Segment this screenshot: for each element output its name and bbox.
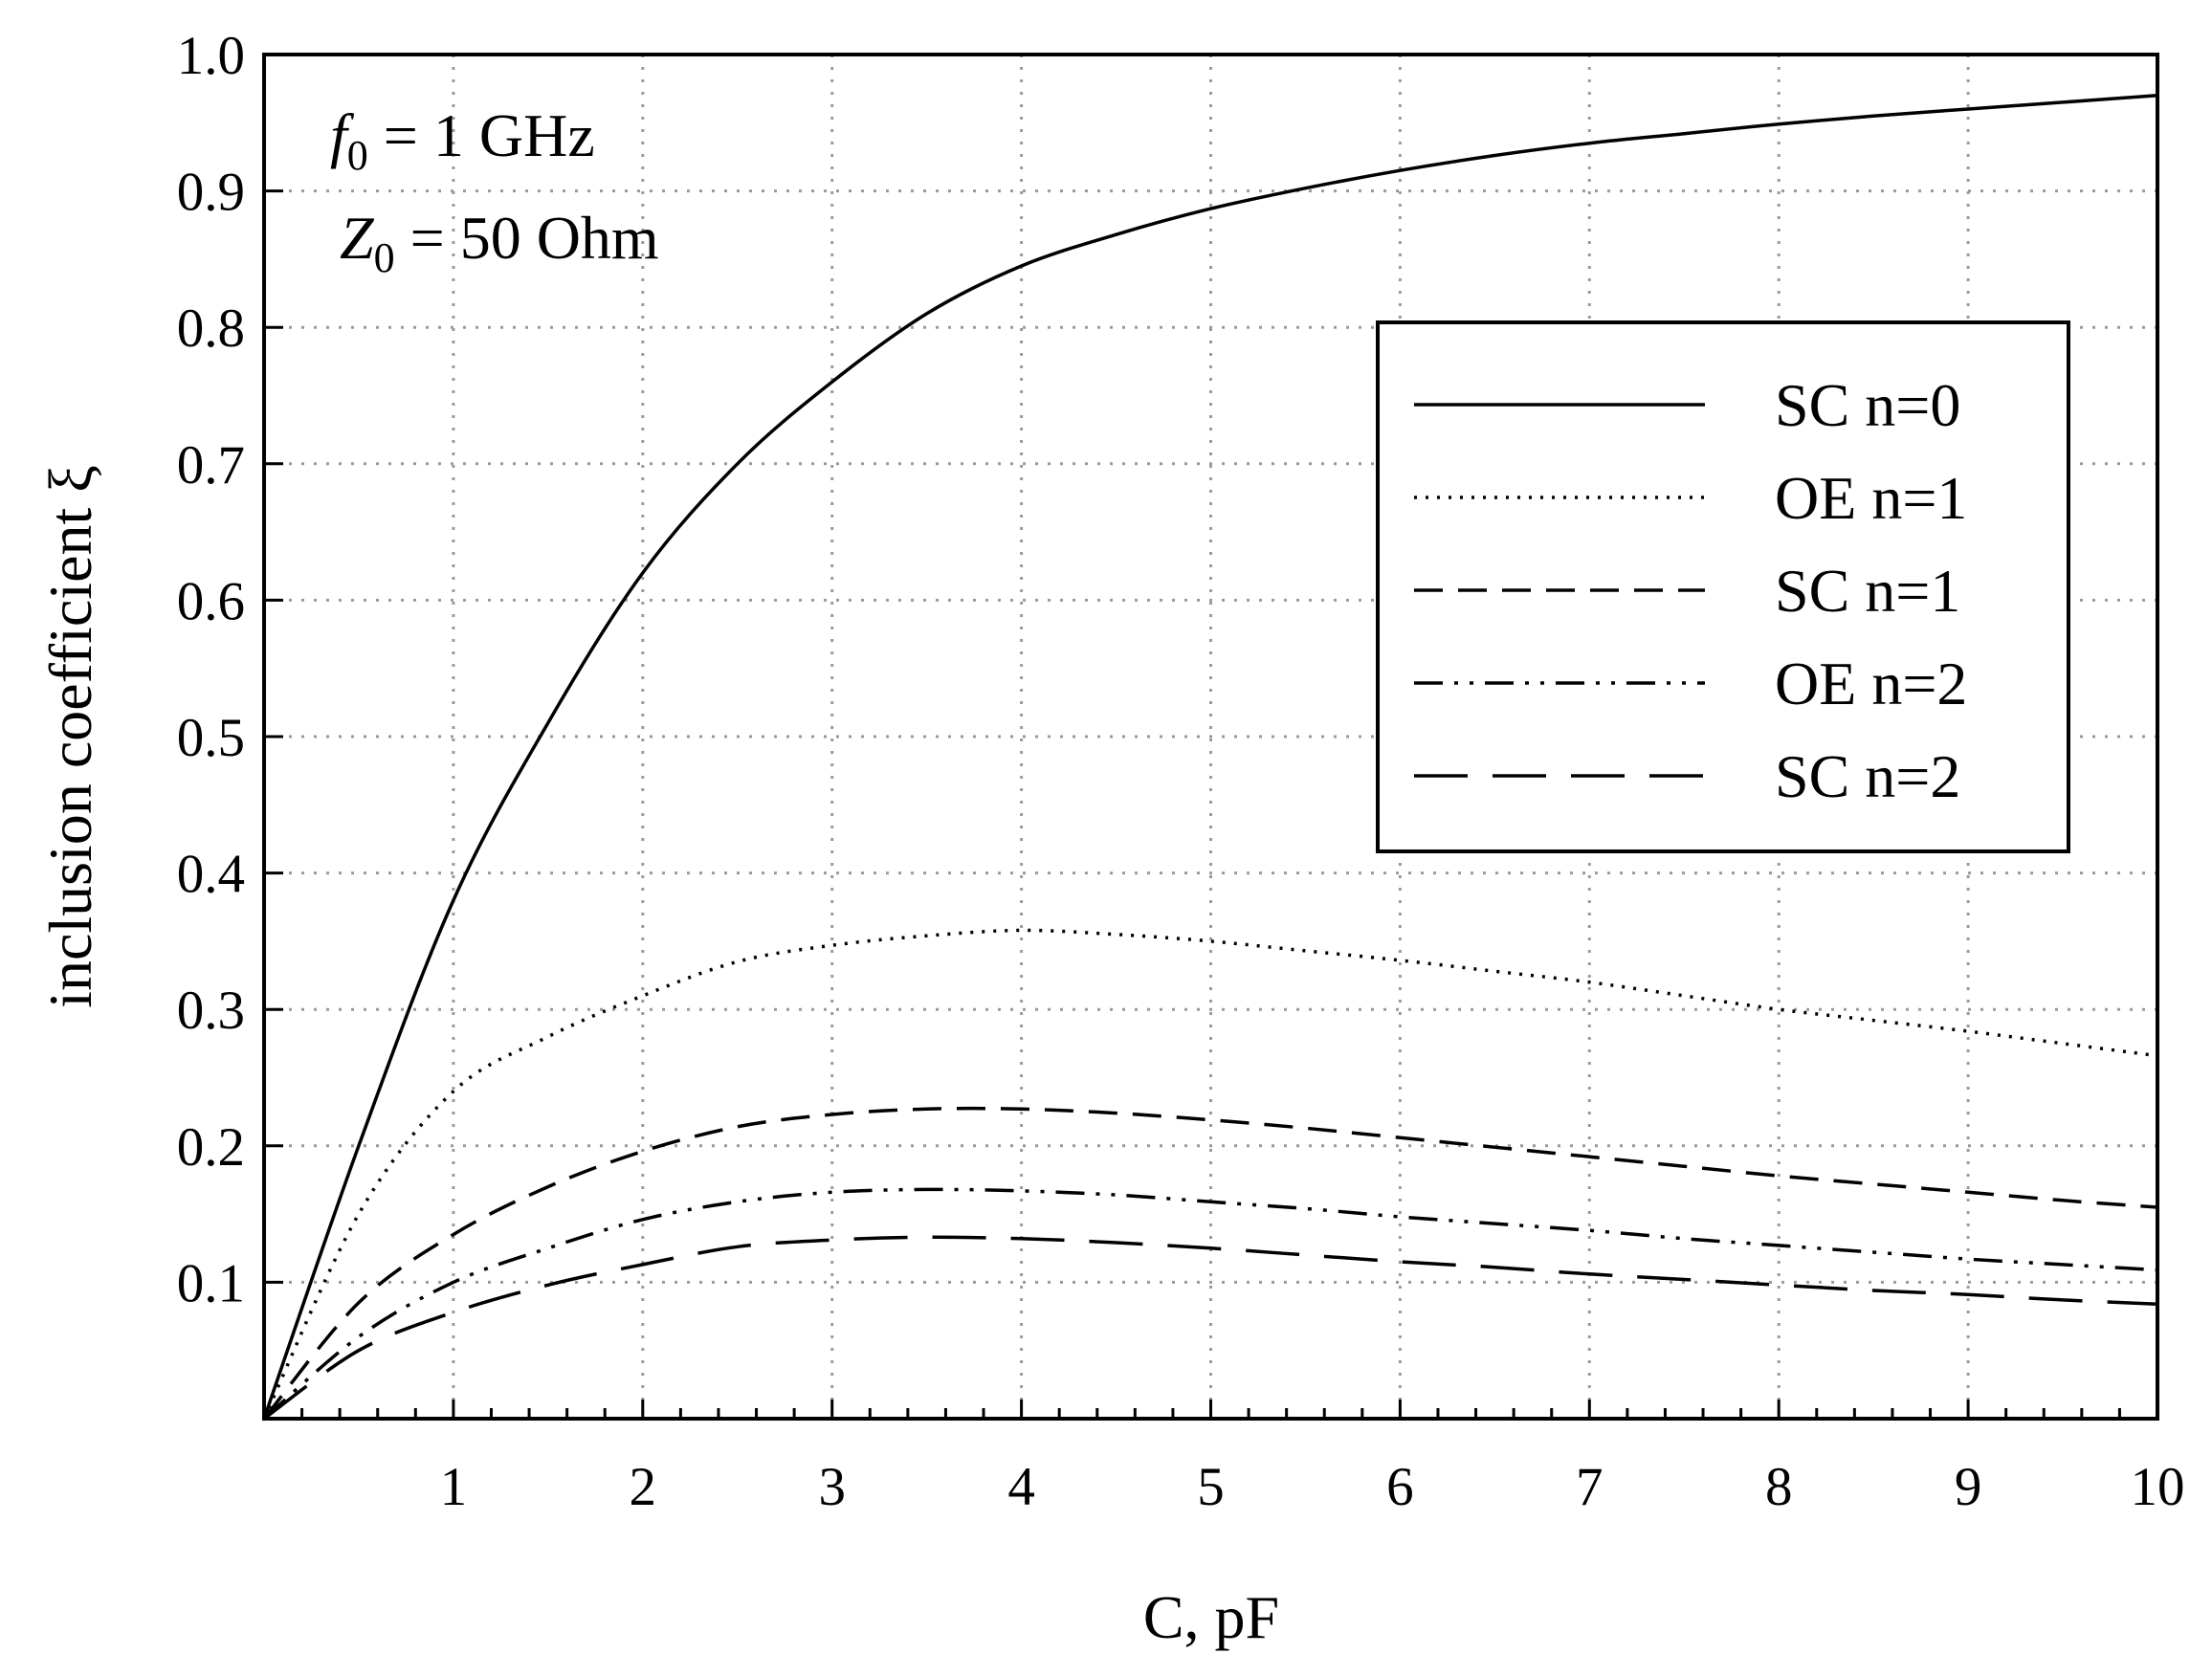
x-tick-label: 2 <box>630 1457 657 1517</box>
impedance-subscript: 0 <box>374 234 395 281</box>
x-tick-label: 5 <box>1197 1457 1225 1517</box>
legend-label-oe-n2: OE n=2 <box>1775 650 1967 717</box>
x-tick-label: 9 <box>1955 1457 1982 1517</box>
axis-ticks <box>264 53 2159 1419</box>
impedance-symbol: Z <box>340 204 375 272</box>
y-tick-label: 0.4 <box>177 845 245 905</box>
plot-series <box>262 94 2158 1421</box>
series-line-oe-n-2 <box>262 1187 2158 1421</box>
y-tick-label: 0.8 <box>177 298 245 359</box>
x-tick-label: 3 <box>818 1457 846 1517</box>
y-tick-label: 0.7 <box>177 435 245 496</box>
y-tick-label: 0.5 <box>177 708 245 768</box>
series-line-sc-n-0 <box>262 94 2158 1420</box>
x-tick-label: 7 <box>1576 1457 1604 1517</box>
legend: SC n=0 OE n=1 SC n=1 OE n=2 SC n=2 <box>1376 320 2070 853</box>
legend-box <box>1376 320 2070 853</box>
y-tick-label: 1.0 <box>177 26 245 86</box>
frequency-annotation: f0 = 1 GHz <box>330 101 595 179</box>
legend-label-sc-n2: SC n=2 <box>1775 742 1960 810</box>
y-tick-label: 0.3 <box>177 981 245 1041</box>
series-line-sc-n-1 <box>262 1106 2158 1421</box>
x-tick-label: 4 <box>1007 1457 1035 1517</box>
frequency-value: = 1 GHz <box>368 101 595 169</box>
y-tick-label: 0.9 <box>177 163 245 223</box>
impedance-value: = 50 Ohm <box>395 204 659 272</box>
tick-labels: 1 2 3 4 5 6 7 8 9 10 0.1 0.2 0.3 0.4 0.5 0.6 0.7 0.8 0.9 1.… <box>177 26 2185 1517</box>
frequency-subscript: 0 <box>347 132 368 179</box>
x-tick-label: 10 <box>2131 1457 2185 1517</box>
y-tick-label: 0.2 <box>177 1117 245 1178</box>
y-tick-label: 0.6 <box>177 571 245 631</box>
x-tick-label: 1 <box>440 1457 468 1517</box>
y-axis-title: inclusion coefficient ξ <box>36 465 104 1008</box>
grid <box>264 55 2157 1419</box>
x-tick-label: 8 <box>1765 1457 1793 1517</box>
legend-label-sc-n1: SC n=1 <box>1775 557 1960 625</box>
x-axis-title: C, pF <box>1143 1583 1279 1651</box>
legend-label-sc-n0: SC n=0 <box>1775 371 1960 439</box>
legend-label-oe-n1: OE n=1 <box>1775 464 1967 532</box>
x-tick-label: 6 <box>1386 1457 1414 1517</box>
series-line-sc-n-2 <box>262 1235 2158 1421</box>
impedance-annotation: Z0 = 50 Ohm <box>340 204 659 281</box>
y-tick-label: 0.1 <box>177 1253 245 1313</box>
